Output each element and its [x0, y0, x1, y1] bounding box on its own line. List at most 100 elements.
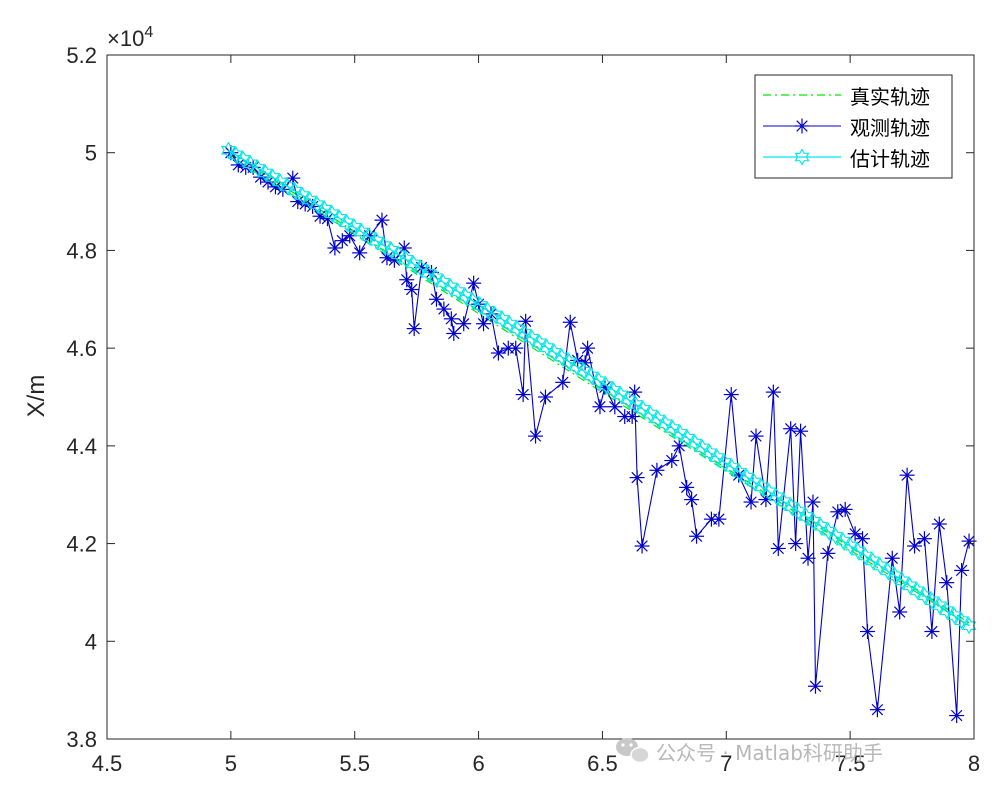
estimated-point [946, 607, 962, 625]
x-axis-ticks: 4.5 5 5.5 6 6.5 7 7.5 8 [92, 55, 980, 776]
observed-point [855, 531, 871, 547]
estimated-point [798, 507, 814, 526]
x-tick-label: 5 [225, 751, 237, 776]
estimated-point [324, 205, 340, 223]
observed-point [428, 291, 444, 307]
y-tick-label: 4 [85, 629, 97, 654]
estimated-trajectory-series [220, 141, 977, 635]
observed-point [476, 316, 492, 332]
estimated-point [472, 296, 488, 315]
estimated-point [272, 173, 288, 191]
observed-point [671, 438, 687, 454]
observed-point [765, 384, 781, 400]
observed-point [743, 494, 759, 510]
estimated-point [576, 362, 592, 380]
estimated-point [517, 324, 533, 343]
estimated-point [887, 567, 903, 585]
estimated-point [302, 191, 318, 209]
estimated-point [769, 488, 784, 506]
estimated-point [309, 196, 325, 214]
estimated-point [620, 391, 636, 409]
observed-point [515, 387, 531, 403]
observed-point [899, 467, 915, 483]
estimated-point [494, 310, 510, 329]
x-tick-label: 8 [968, 751, 980, 776]
estimated-point [643, 405, 659, 423]
observed-point [711, 511, 727, 527]
x-tick-label: 6.5 [587, 751, 618, 776]
observed-point [869, 702, 885, 718]
estimated-point [531, 334, 547, 352]
x-tick-label: 5.5 [339, 751, 370, 776]
estimated-point [872, 557, 888, 575]
y-tick-label: 3.8 [66, 727, 97, 752]
estimated-point [909, 582, 925, 600]
observed-point [436, 301, 452, 317]
legend-label-observed-trajectory: 观测轨迹 [850, 116, 930, 140]
observed-point [837, 501, 853, 517]
y-exponent-label: ×104 [107, 24, 153, 51]
estimated-point [724, 458, 740, 476]
estimated-point [294, 186, 310, 205]
legend-item-observed-trajectory [763, 118, 841, 134]
x-tick-label: 6 [472, 751, 484, 776]
estimated-point [391, 246, 407, 264]
observed-point [404, 282, 420, 298]
estimated-point [635, 400, 651, 418]
estimated-point [480, 301, 496, 319]
observed-point [406, 321, 422, 337]
observed-point [892, 604, 908, 620]
observed-point [649, 462, 665, 478]
estimated-point [406, 255, 422, 273]
observed-point [352, 245, 368, 261]
observed-point [664, 453, 680, 469]
estimated-point [665, 419, 681, 438]
estimated-point [413, 259, 429, 278]
estimated-point [813, 517, 829, 535]
estimated-point [524, 329, 540, 347]
estimated-point [546, 343, 562, 361]
observed-point [949, 708, 965, 724]
observed-point [684, 492, 700, 508]
estimated-point [339, 214, 355, 232]
estimated-point [739, 468, 755, 486]
observed-point [508, 340, 524, 356]
observed-point [679, 479, 695, 495]
estimated-point [791, 502, 807, 521]
estimated-point [924, 592, 940, 610]
estimated-point [383, 241, 399, 259]
estimated-point [398, 250, 414, 268]
estimated-point [702, 444, 718, 462]
y-tick-label: 4.2 [66, 532, 97, 557]
estimated-point [265, 168, 281, 187]
estimated-point [894, 572, 910, 590]
estimated-point [554, 348, 570, 366]
estimated-point [569, 357, 584, 376]
observed-point [629, 470, 645, 486]
estimated-point [235, 150, 251, 168]
legend-item-estimated-trajectory [763, 148, 841, 166]
observed-point [807, 678, 823, 694]
observed-point [456, 316, 472, 332]
y-tick-label: 5.2 [66, 43, 97, 68]
y-axis-label: X/m [23, 375, 50, 418]
estimated-point [628, 395, 644, 414]
estimated-point [502, 315, 518, 333]
estimated-point [228, 146, 244, 164]
estimated-point [220, 141, 236, 159]
estimated-point [902, 577, 918, 595]
estimated-point [443, 278, 459, 296]
estimated-point [783, 497, 799, 516]
observed-point [624, 409, 640, 425]
legend-marker-observed [794, 118, 810, 134]
estimated-point [606, 381, 621, 399]
observed-point [689, 528, 705, 544]
observed-point [939, 575, 955, 591]
estimated-point [806, 512, 821, 530]
legend: 真实轨迹 观测轨迹 估计轨迹 [754, 74, 953, 179]
observed-point [793, 423, 809, 439]
estimated-point [561, 353, 577, 371]
estimated-point [539, 338, 555, 357]
observed-point [800, 550, 816, 566]
watermark-text: 公众号 · Matlab科研助手 [656, 741, 883, 765]
